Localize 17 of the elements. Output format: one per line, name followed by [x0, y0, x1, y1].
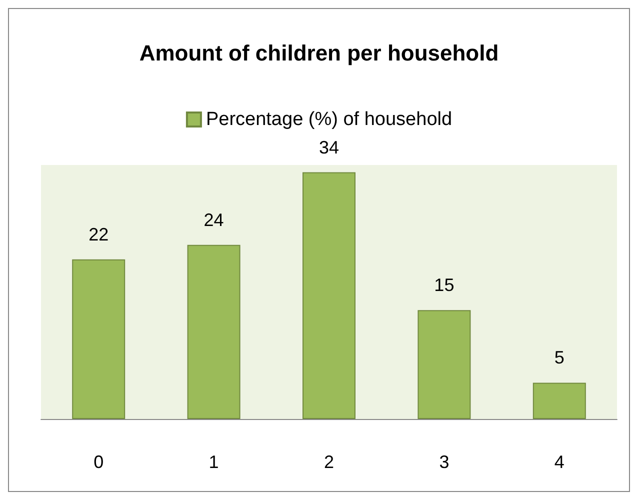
- x-tick-label: 2: [324, 452, 334, 472]
- x-tick-label: 3: [439, 452, 450, 472]
- data-label: 22: [88, 224, 109, 244]
- data-label: 5: [554, 348, 564, 368]
- x-tick-label: 0: [94, 452, 104, 472]
- x-tick-label: 4: [554, 452, 564, 472]
- bar: [302, 172, 356, 419]
- data-label: 24: [204, 210, 224, 230]
- bar: [72, 259, 126, 419]
- bar: [532, 382, 586, 419]
- legend-label: Percentage (%) of household: [206, 109, 452, 130]
- data-label: 34: [318, 137, 340, 158]
- bar: [187, 244, 240, 419]
- data-label: 15: [434, 275, 454, 296]
- chart-title: Amount of children per household: [139, 40, 499, 66]
- x-tick-label: 1: [208, 452, 219, 472]
- bar: [418, 310, 471, 419]
